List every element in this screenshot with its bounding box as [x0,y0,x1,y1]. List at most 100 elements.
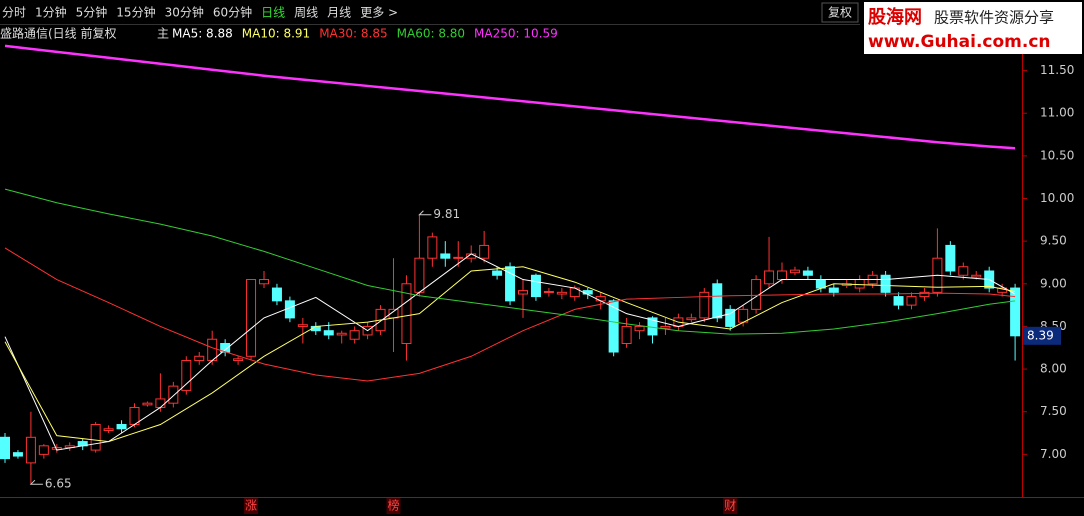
candle-body [854,279,865,289]
candle-body [919,291,930,298]
legend-entry: MA60: 8.80 [397,27,465,41]
candle-body [12,452,23,457]
watermark-box [864,2,1082,54]
event-label: 财 [724,499,736,513]
y-tick-label: 11.50 [1040,63,1074,77]
candle-body [181,360,192,391]
candle-body [38,445,49,455]
extreme-label: 6.65 [45,477,72,491]
extreme-pointer [29,479,43,485]
event-box [386,498,401,514]
candle-body [297,324,308,327]
chart-title: 盛路通信(日线 前复权 [0,26,117,41]
candle-body [427,236,438,259]
ma-line [4,247,1016,382]
ma-line [4,266,1016,443]
period-tab[interactable]: 月线 [327,6,351,20]
ma-line [4,253,1016,451]
candle-body [880,274,891,293]
candle-body [323,330,334,336]
watermark-slogan: 股票软件资源分享 [934,9,1054,27]
candle-body [259,279,269,285]
period-tab[interactable]: 分时 [2,6,26,20]
adjust-button[interactable]: 复权 [828,6,852,20]
candle-body [686,317,697,321]
candle-body [479,244,490,259]
candle-body [945,244,956,272]
period-tab[interactable]: 1分钟 [35,5,67,20]
candle-body [621,325,632,344]
candle-body [634,325,645,332]
candle-body [271,287,282,302]
candle-body [103,428,114,431]
legend-entry: MA10: 8.91 [242,27,310,41]
extreme-pointer [418,210,432,216]
period-tab[interactable]: 30分钟 [165,5,204,20]
y-tick-label: 7.50 [1040,404,1067,418]
period-tab[interactable]: 60分钟 [213,5,252,20]
event-label: 涨 [245,498,257,513]
candle-body [530,274,541,298]
y-tick-label: 7.00 [1040,447,1067,461]
candle-body [712,283,723,319]
candle-body [233,358,244,362]
candle-body [492,270,503,276]
candle-body [789,269,800,274]
candle-body [660,325,671,329]
y-tick-label: 10.50 [1040,148,1074,162]
y-tick-label: 11.00 [1040,106,1074,120]
adjust-button-box[interactable] [821,2,859,23]
candle-body [958,266,969,276]
candle-body [518,290,528,295]
event-box [244,498,259,514]
candle-body [893,296,904,306]
last-price-box [1023,326,1061,345]
candle-body [595,296,606,302]
watermark-brand: 股海网 [867,6,922,28]
legend-entry: MA30: 8.85 [319,27,387,41]
candle-body [699,291,710,319]
candle-body [453,256,464,259]
main-label: 主 [157,27,169,41]
last-price-label: 8.39 [1027,328,1054,342]
period-tab[interactable]: 5分钟 [76,5,108,20]
candle-body [168,385,179,404]
candle-body [505,266,516,302]
period-tab[interactable]: 日线 [261,6,285,20]
legend-entry: MA250: 10.59 [474,27,558,41]
period-tab[interactable]: 更多 > [360,6,398,20]
candle-body [155,398,166,408]
y-tick-label: 10.00 [1040,191,1074,205]
candle-body [828,287,839,293]
candle-body [0,436,10,460]
candle-body [725,308,736,327]
candle-body [142,402,153,406]
ma-line [4,188,1016,335]
candle-body [246,279,257,357]
candle-body [608,300,619,353]
candle-body [556,291,567,295]
ma-line [4,44,1016,150]
candle-body [1010,287,1021,337]
candle-body [414,257,425,293]
candle-body [349,330,360,340]
candle-body [116,424,127,430]
candle-body [194,355,205,362]
period-tab[interactable]: 周线 [294,6,318,20]
event-box [723,498,738,514]
candle-body [90,424,101,451]
candle-body [401,283,412,344]
watermark-url: www.Guhai.com.cn [868,32,1051,52]
candle-body [25,436,36,464]
candle-body [543,290,554,293]
candle-body [440,253,451,259]
candle-body [336,332,347,336]
legend-entry: MA5: 8.88 [172,27,233,41]
period-tab[interactable]: 15分钟 [116,5,155,20]
candle-body [764,270,775,285]
candle-body [582,290,593,295]
event-label: 榜 [387,498,399,513]
